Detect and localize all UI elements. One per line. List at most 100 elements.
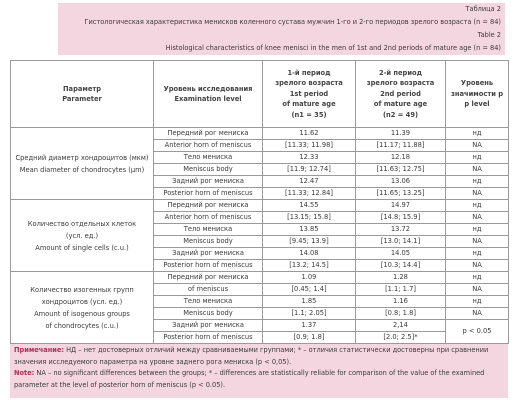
significance-cell: нд [445,223,509,236]
significance-cell: нд [445,199,509,212]
value-cell: [13.0; 14.1] [355,235,446,248]
note: Примечание: НД – нет достоверных отличий… [14,345,504,368]
header-row: Параметр Parameter Уровень исследования Exa… [10,60,509,128]
significance-cell: NA [445,211,509,224]
value-cell: [0.9; 1.8] [262,331,356,344]
parameter-cell: Количество изогенных групп хондроцитов (у… [10,271,154,344]
table-row: Posterior horn of meniscus [13.2; 14.5] [1… [11,259,509,272]
value-cell: 1.09 [262,271,356,284]
value-cell: [1.1; 1.7] [355,283,446,296]
level-cell: Задний рог мениска [153,175,263,188]
value-cell: [11.63; 12.75] [355,163,446,176]
level-cell: Anterior horn of meniscus [153,211,263,224]
header-line: зрелого возраста [275,79,343,88]
note-label: Примечание: [14,346,64,354]
table-notes: Примечание: НД – нет достоверных отличий… [10,344,508,398]
note-text: НД – нет достоверных отличий между сравн… [14,346,489,366]
header-line: зрелого возраста [366,79,435,88]
value-cell: 13.72 [355,223,446,236]
level-cell: Posterior horn of meniscus [153,187,263,200]
table-caption: Таблица 2 Гистологическая характеристика … [58,3,505,55]
significance-cell: нд [445,295,509,308]
parameter-line: Количество отдельных клеток [27,219,137,228]
column-header: 1-й период зрелого возраста 1st period of m… [262,60,356,128]
level-cell: Meniscus body [153,235,263,248]
header-line: 2nd period [380,89,421,98]
table-row: Meniscus body [11.9; 12.74] [11.63; 12.75]… [11,163,509,176]
table-row: Posterior horn of meniscus [0.9; 1.8] [2.0… [11,331,509,344]
value-cell: 1.85 [262,295,356,308]
parameter-cell: Количество отдельных клеток (усл. ед.) Amo… [10,199,154,272]
header-line: значимости р [451,89,503,98]
value-cell: 14.08 [262,247,356,260]
caption-line: Гистологическая характеристика менисков … [84,18,501,26]
header-line: p level [464,100,490,109]
table-row: Meniscus body [9.45; 13.9] [13.0; 14.1] NA [11,235,509,248]
level-cell: Тело мениска [153,295,263,308]
column-header: Уровень исследования Examination level [153,60,263,128]
caption-line: Histological characteristics of knee men… [165,44,501,52]
value-cell: [11.65; 13.25] [355,187,446,200]
value-cell: [11.9; 12.74] [262,163,356,176]
significance-cell: NA [445,307,509,320]
significance-cell: p < 0.05 [445,319,509,344]
significance-cell: нд [445,127,509,140]
level-cell: Передний рог мениска [153,271,263,284]
value-cell: [2.0; 2.5]* [355,331,446,344]
parameter-line: Количество изогенных групп [30,285,134,294]
parameter-line: Amount of isogenous groups [34,309,130,318]
column-header: Уровень значимости р p level [445,60,509,128]
value-cell: 14.05 [355,247,446,260]
significance-cell: нд [445,151,509,164]
column-header: 2-й период зрелого возраста 2nd period of m… [355,60,446,128]
level-cell: of meniscus [153,283,263,296]
parameter-line: Mean diameter of chondrocytes (μm) [19,165,145,174]
value-cell: 14.97 [355,199,446,212]
header-line: Параметр [62,84,102,93]
table-row: Posterior horn of meniscus [11.33; 12.84]… [11,187,509,200]
value-cell: 12.18 [355,151,446,164]
value-cell: 13.85 [262,223,356,236]
note: Note: NA – no significant differences be… [14,368,504,391]
table-body: Средний диаметр хондроцитов (мкм) Mean di… [10,127,509,344]
value-cell: [0.8; 1.8] [355,307,446,320]
level-cell: Передний рог мениска [153,199,263,212]
value-cell: 12.33 [262,151,356,164]
level-cell: Anterior horn of meniscus [153,139,263,152]
value-cell: 14.55 [262,199,356,212]
value-cell: 12.47 [262,175,356,188]
significance-cell: NA [445,235,509,248]
table-row: Задний рог мениска 14.08 14.05 нд [11,247,509,260]
header-line: 1-й период [287,68,331,77]
note-text: NA – no significant differences between … [14,369,485,389]
header-line: Examination level [174,95,242,103]
significance-cell: нд [445,247,509,260]
value-cell: [11.17; 11.88] [355,139,446,152]
column-header: Параметр Parameter [10,60,154,128]
table-row: Количество отдельных клеток (усл. ед.) Amo… [10,199,509,272]
value-cell: [13.2; 14.5] [262,259,356,272]
parameter-line: (усл. ед.) [65,231,99,240]
level-cell: Тело мениска [153,151,263,164]
caption-line: Table 2 [477,31,501,39]
level-cell: Posterior horn of meniscus [153,331,263,344]
level-cell: Передний рог мениска [153,127,263,140]
table-row: Тело мениска 1.85 1.16 нд [11,295,509,308]
level-cell: Posterior horn of meniscus [153,259,263,272]
level-cell: Тело мениска [153,223,263,236]
value-cell: 2,14 [355,319,446,332]
value-cell: [9.45; 13.9] [262,235,356,248]
data-table: Параметр Parameter Уровень исследования Exa… [10,60,509,344]
value-cell: [13.15; 15.8] [262,211,356,224]
table-row: Anterior horn of meniscus [13.15; 15.8] [1… [11,211,509,224]
header-line: Parameter [62,95,102,103]
level-cell: Meniscus body [153,163,263,176]
significance-cell: NA [445,139,509,152]
value-cell: [1.1; 2.05] [262,307,356,320]
value-cell: 1.28 [355,271,446,284]
header-line: of mature age [282,100,336,109]
value-cell: [10.3; 14.4] [355,259,446,272]
value-cell: 11.39 [355,127,446,140]
header-line: Уровень исследования [163,84,253,93]
